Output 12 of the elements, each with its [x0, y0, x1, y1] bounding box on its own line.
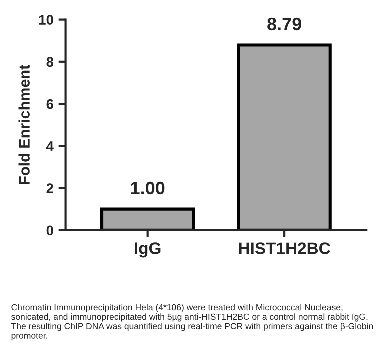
y-tick-label: 4 [46, 142, 54, 152]
data-label: 1.00 [131, 182, 165, 195]
y-tick-label: 0 [46, 226, 54, 236]
y-tick-label: 10 [39, 15, 54, 25]
y-tick-label: 8 [46, 57, 54, 68]
x-tick-label: IgG [135, 242, 161, 258]
text: Chromatin Immunoprecipitation Hela (4*106) were treated with Micrococcal Nuclease, sonicated, and immunoprecipitated with 5µg anti-HIST1H2BC or a control normal rabbit IgG. The resulting ChIP DNA was quantified using real-time PCR with primers against the β-Globin promoter. [11, 304, 374, 341]
y-axis-title: Fold Enrichment [18, 65, 30, 184]
x-tick-label: HIST1H2BC [239, 242, 330, 254]
y-tick-label: 6 [46, 99, 54, 110]
data-label: 8.79 [268, 18, 302, 31]
y-tick-label: 2 [46, 184, 54, 194]
